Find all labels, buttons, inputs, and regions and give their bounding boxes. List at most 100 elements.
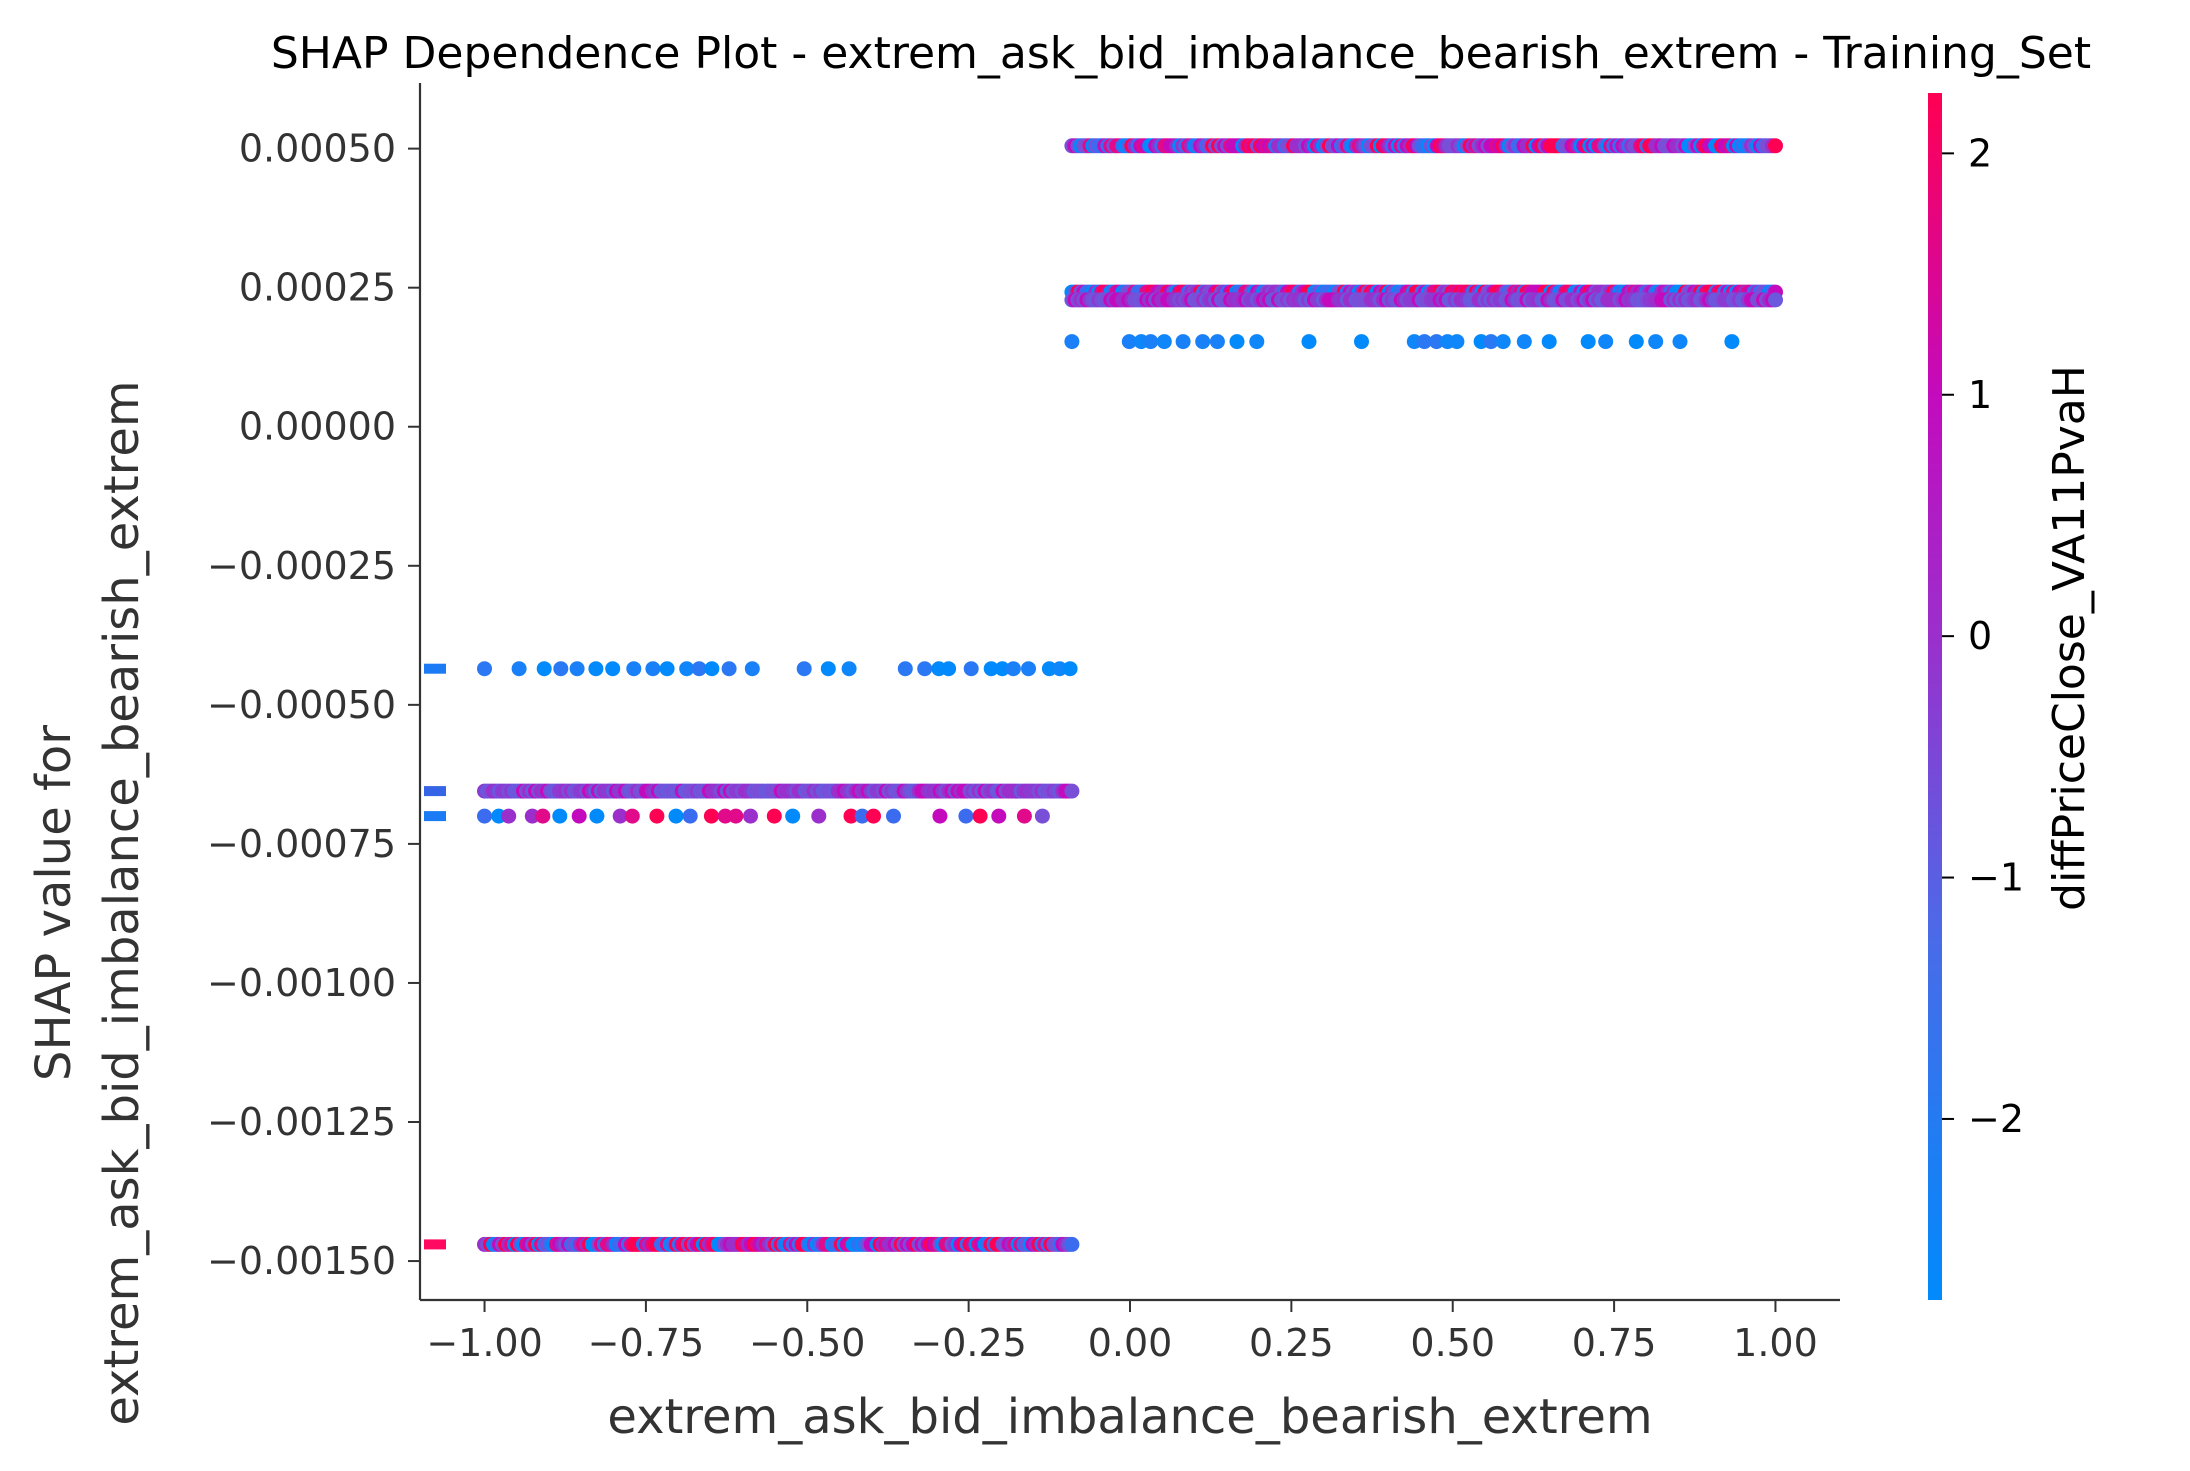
y-tick-label: 0.00025 (239, 266, 396, 310)
scatter-point (659, 661, 675, 677)
scatter-point (553, 661, 569, 677)
y-axis-label-line1: SHAP value for (26, 725, 82, 1081)
scatter-point (866, 808, 881, 824)
y-tick-label: −0.00075 (207, 822, 396, 866)
scatter-point (963, 661, 979, 677)
colorbar-ticks: 2 1 0 −1 −2 (1942, 131, 2024, 1141)
scatter-point (1249, 334, 1265, 350)
x-tick-label: −1.00 (426, 1321, 542, 1365)
scatter-point (679, 661, 695, 677)
colorbar-tick-label: −2 (1968, 1097, 2024, 1141)
colorbar-label: diffPriceClose_VA11PvaH (2044, 365, 2095, 911)
scatter-point (841, 661, 857, 677)
y-tick-label: −0.00125 (207, 1100, 396, 1144)
scatter-point (1580, 334, 1596, 350)
scatter-point (886, 808, 901, 824)
rug-mark (424, 663, 446, 674)
scatter-point (1598, 334, 1614, 350)
y-tick-label: −0.00100 (207, 961, 396, 1005)
scatter-point (1064, 334, 1080, 350)
scatter-point (605, 661, 621, 677)
scatter-point (571, 808, 587, 824)
scatter-point (1354, 334, 1369, 350)
series-band-3 (1064, 334, 1740, 350)
y-tick-label: 0.00050 (239, 127, 396, 171)
scatter-point (477, 661, 492, 677)
scatter-point (524, 808, 540, 824)
scatter-point (717, 808, 733, 824)
scatter-point (1041, 661, 1057, 677)
scatter-point (552, 808, 568, 824)
scatter-point (1229, 334, 1245, 350)
scatter-point (983, 661, 999, 677)
scatter-point (897, 661, 913, 677)
y-tick-label: −0.00150 (207, 1239, 396, 1283)
scatter-point (932, 808, 948, 824)
scatter-point (1495, 334, 1511, 350)
series-band-7 (477, 1236, 1080, 1252)
rug-mark (424, 786, 446, 797)
scatter-point (1672, 334, 1688, 350)
scatter-point (477, 808, 492, 824)
scatter-point (1768, 138, 1783, 154)
x-tick-label: 0.50 (1410, 1321, 1495, 1365)
scatter-point (649, 808, 665, 824)
chart-title: SHAP Dependence Plot - extrem_ask_bid_im… (271, 28, 2091, 79)
x-tick-label: 0.75 (1572, 1321, 1657, 1365)
scatter-point (1064, 1236, 1080, 1252)
colorbar-tick-label: 0 (1968, 614, 1992, 658)
scatter-point (612, 808, 628, 824)
scatter-point (1195, 334, 1211, 350)
scatter-point (743, 808, 758, 824)
x-tick-label: 0.25 (1249, 1321, 1334, 1365)
scatter-point (1034, 808, 1050, 824)
y-tick-label: −0.00050 (207, 683, 396, 727)
scatter-point (994, 661, 1010, 677)
x-axis-label: extrem_ask_bid_imbalance_bearish_extrem (607, 1389, 1652, 1445)
colorbar-tick-label: 2 (1968, 131, 1992, 175)
y-tick-label: 0.00000 (239, 405, 396, 449)
x-tick-label: 0.00 (1088, 1321, 1173, 1365)
colorbar (1928, 93, 1942, 1300)
scatter-point (703, 808, 719, 824)
scatter-point (1429, 334, 1444, 350)
y-tick-label: −0.00025 (207, 544, 396, 588)
scatter-point (704, 661, 720, 677)
scatter-point (1628, 334, 1644, 350)
scatter-point (1064, 783, 1080, 799)
scatter-point (1052, 661, 1068, 677)
scatter-point (1648, 334, 1664, 350)
colorbar-tick-label: −1 (1968, 856, 2024, 900)
scatter-point (728, 808, 744, 824)
scatter-point (1021, 661, 1036, 677)
scatter-point (958, 808, 974, 824)
scatter-point (785, 808, 801, 824)
scatter-point (721, 661, 737, 677)
scatter-point (1301, 334, 1317, 350)
scatter-point (589, 808, 605, 824)
scatter-point (501, 808, 517, 824)
scatter-point (820, 661, 836, 677)
series-band-5 (477, 783, 1080, 799)
scatter-point (1121, 334, 1137, 350)
scatter-point (972, 808, 988, 824)
scatter-point (1016, 808, 1032, 824)
scatter-point (1541, 334, 1557, 350)
scatter-point (511, 661, 527, 677)
scatter-point (1062, 661, 1078, 677)
scatter-point (1156, 334, 1172, 350)
rug-mark (424, 1239, 446, 1250)
scatter-point (569, 661, 585, 677)
rug-mark (424, 811, 446, 822)
scatter-point (645, 661, 661, 677)
series-band-6 (477, 808, 1050, 824)
scatter-point (536, 661, 552, 677)
scatter-point (766, 808, 782, 824)
x-tick-label: −0.50 (749, 1321, 865, 1365)
scatter-point (1416, 334, 1432, 350)
scatter-point (991, 808, 1007, 824)
scatter-point (588, 661, 604, 677)
scatter-point (535, 808, 551, 824)
